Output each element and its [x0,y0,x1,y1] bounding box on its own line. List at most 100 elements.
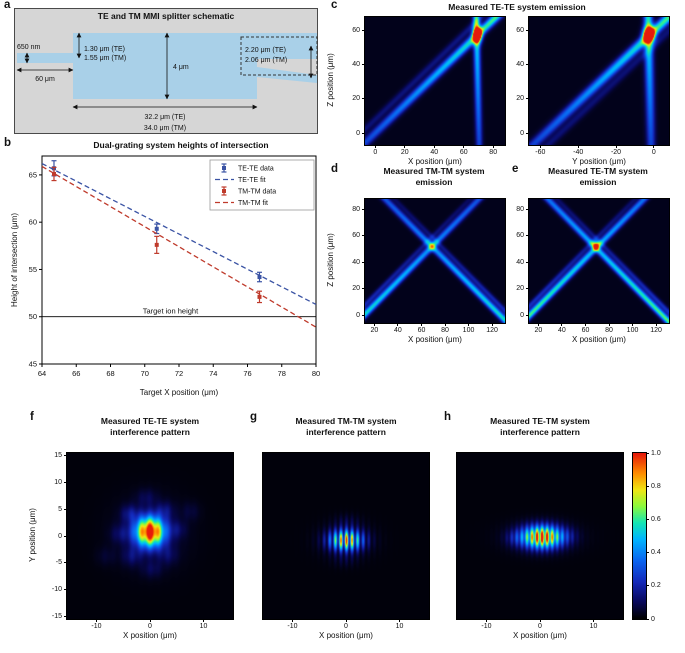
y-tick-label: 80 [516,206,524,214]
x-tick [577,145,579,148]
y-tick [64,615,67,617]
te-tm-emission-heatmap: 20 40 60 80 100 120 0 20 40 60 80 X position (μm) [516,198,670,344]
panel-c-title: Measured TE-TE system emission [448,2,586,12]
y-axis-label: Y position (μm) [28,508,37,562]
x-tick-label: -10 [91,623,102,630]
legend-label: TE-TE data [238,166,274,173]
x-tick-label: 0 [651,149,656,156]
colorbar-tick [646,552,649,554]
x-tick-label: 20 [400,149,409,156]
panel-h-title: Measured TE-TM system interference patte… [490,416,590,437]
y-tick-label: 10 [54,478,62,486]
y-tick [64,562,67,564]
colorbar-tick-label: 1.0 [651,449,661,457]
y-tick [526,209,529,211]
x-tick-label: -10 [287,623,298,630]
x-tick [584,323,586,326]
y-tick [362,98,365,100]
dim-length-te-label: 32.2 μm (TE) [145,114,186,121]
x-axis-label: X position (μm) [123,631,177,640]
y-tick-label: 60 [352,27,360,35]
y-tick [526,314,529,316]
mmi-body [73,33,257,99]
y-tick [64,455,67,457]
x-tick-label: 80 [441,327,449,334]
panel-c-letter: c [331,0,338,11]
legend-label: TM-TM data [238,189,276,196]
x-tick [608,323,610,326]
x-tick-label: 80 [312,369,320,378]
y-tick-label: 80 [352,206,360,214]
heatmap-canvas [529,17,669,145]
dim-offset-tm-label: 1.55 μm (TM) [84,55,126,62]
y-tick [362,30,365,32]
te-te-emission-yz-heatmap: -60 -40 -20 0 0 20 40 60 Y position (μm) [516,16,670,166]
heatmap-canvas [365,199,505,323]
colorbar-tick [646,618,649,620]
y-tick-label: 20 [516,285,524,293]
panel-g-letter: g [250,411,258,423]
x-tick-label: -60 [535,149,546,156]
x-tick [539,619,541,622]
heatmap-canvas [365,17,505,145]
input-waveguide [17,53,73,63]
x-tick-label: -20 [610,149,622,156]
y-tick-label: 45 [29,360,37,369]
x-tick-label: 10 [395,623,404,630]
te-te-data-marker [257,275,262,280]
tm-tm-data-marker [154,242,159,247]
x-axis-label: X position (μm) [408,157,462,166]
x-tick-label: 60 [417,327,426,334]
panel-b-letter: b [4,137,12,149]
x-tick [373,323,375,326]
x-tick-label: 100 [626,327,639,334]
te-te-interference-heatmap: -10 0 10 -15 -10 -5 0 5 10 15 X position (μm) Y pos… [28,452,234,640]
y-tick-label: 0 [520,311,524,319]
y-tick-label: 60 [516,27,524,35]
y-tick-label: -15 [51,612,62,620]
x-tick-label: 0 [538,623,542,630]
y-tick [526,235,529,237]
y-tick [362,132,365,134]
y-tick [362,209,365,211]
x-tick [203,619,205,622]
tm-tm-interference-heatmap: -10 0 10 X position (μm) [262,452,430,640]
x-tick [397,323,399,326]
y-tick-label: 20 [516,95,524,103]
x-tick-label: 120 [650,327,662,334]
x-tick [632,323,634,326]
heatmap-canvas [457,453,623,619]
x-tick [537,323,539,326]
x-tick-label: 64 [38,369,46,378]
y-tick-label: -5 [55,559,62,567]
x-tick-label: 72 [175,369,183,378]
y-tick-label: 0 [58,532,62,540]
x-tick-label: 60 [459,149,468,156]
y-tick [362,314,365,316]
tm-tm-data-marker [51,171,56,176]
x-tick-label: 100 [462,327,475,334]
x-tick-label: 66 [72,369,80,378]
panel-a-title: TE and TM MMI splitter schematic [97,11,235,21]
x-tick [539,145,541,148]
y-tick [526,64,529,66]
colorbar-tick-label: 0 [651,615,655,623]
x-tick [593,619,595,622]
colorbar-tick [646,485,649,487]
x-tick [404,145,406,148]
x-tick-label: -40 [573,149,584,156]
y-tick-label: 0 [356,129,360,137]
colorbar-canvas [633,453,646,619]
y-tick-label: 20 [352,95,360,103]
y-tick-label: 0 [520,129,524,137]
y-tick-label: 40 [516,61,524,69]
legend-label: TM-TM fit [238,200,268,207]
x-tick-label: 120 [486,327,498,334]
output-arm-bottom [257,67,317,83]
y-tick-label: 50 [29,312,37,321]
y-tick [362,64,365,66]
x-tick-label: 0 [148,623,152,630]
x-tick [655,323,657,326]
x-tick [291,619,293,622]
